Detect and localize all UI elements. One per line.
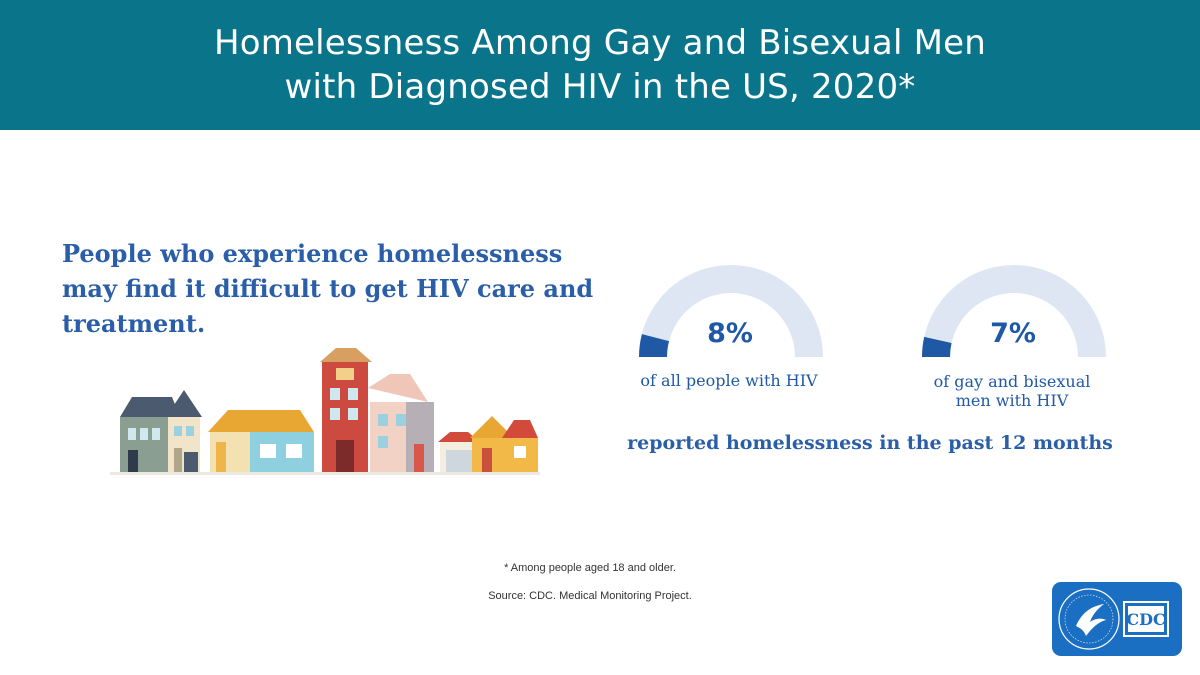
house-1 <box>120 397 180 473</box>
gauge-1 <box>639 265 823 357</box>
lead-text: People who experience homelessness may f… <box>62 239 594 338</box>
footnote: * Among people aged 18 and older. <box>504 562 676 574</box>
title-line-2: with Diagnosed HIV in the US, 2020* <box>284 67 916 107</box>
gauge-1-fill <box>639 334 670 357</box>
gauge-2-track <box>922 265 1106 357</box>
title-line-1: Homelessness Among Gay and Bisexual Men <box>213 23 987 63</box>
house-2 <box>166 390 202 473</box>
house-7 <box>470 416 538 473</box>
gauge-2-fill <box>922 336 952 357</box>
gauge-1-label-line-1: of all people with HIV <box>640 371 818 390</box>
gauge-2-value: 7% <box>990 318 1036 349</box>
house-5 <box>368 374 434 473</box>
gauge-1-value: 8% <box>707 318 753 349</box>
gauge-caption: reported homelessness in the past 12 mon… <box>627 432 1113 454</box>
hhs-eagle-seal-icon: CDC <box>1058 588 1169 650</box>
house-4 <box>320 348 372 473</box>
gauge-1-track <box>639 265 823 357</box>
gauge-2 <box>922 265 1106 357</box>
gauge-2-label-line-1: of gay and bisexual <box>933 372 1091 391</box>
source-note: Source: CDC. Medical Monitoring Project. <box>488 590 692 602</box>
gauge-2-label: of gay and bisexual men with HIV <box>902 372 1122 410</box>
header-banner: Homelessness Among Gay and Bisexual Men … <box>0 0 1200 130</box>
cdc-logo: CDC <box>1052 582 1182 656</box>
houses-illustration <box>110 348 540 475</box>
house-6 <box>438 432 480 473</box>
ground-line <box>110 472 540 475</box>
gauge-1-label: of all people with HIV <box>619 371 839 390</box>
gauge-2-label-line-2: men with HIV <box>955 391 1069 410</box>
cdc-logo-text: CDC <box>1126 610 1165 629</box>
house-3 <box>208 410 314 473</box>
